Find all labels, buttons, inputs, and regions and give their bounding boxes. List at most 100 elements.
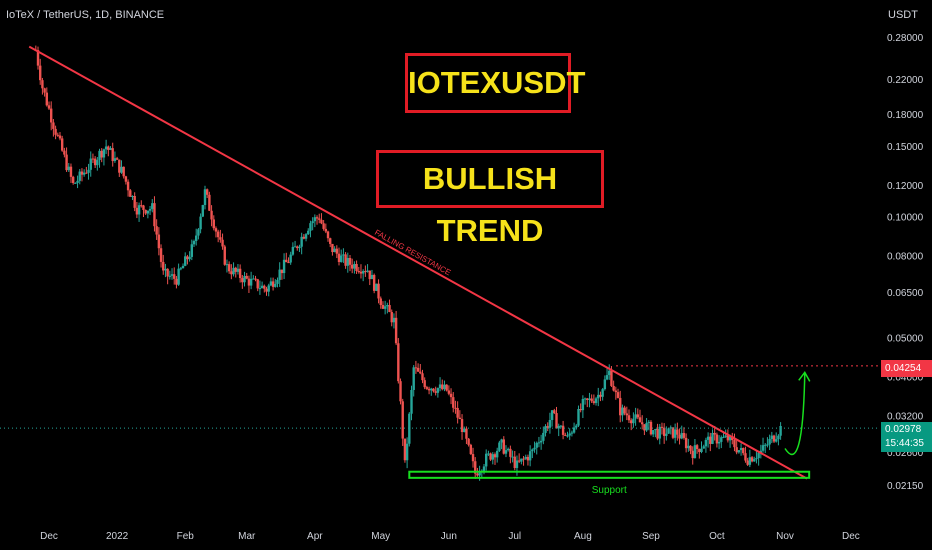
- candle-body: [98, 150, 101, 161]
- candle-body: [133, 195, 136, 208]
- date-tick-label: Apr: [307, 531, 323, 542]
- candle-body: [205, 189, 209, 195]
- candle-body: [115, 158, 119, 160]
- candle-body: [366, 270, 369, 272]
- candle-body: [676, 429, 679, 435]
- candle-body: [109, 148, 112, 150]
- date-tick-label: 2022: [106, 531, 129, 542]
- candle-body: [502, 439, 505, 454]
- candle-body: [135, 207, 139, 215]
- candle-body: [458, 417, 462, 420]
- time-axis[interactable]: Dec 2022 Feb Mar Apr May Jun Jul Aug Sep Oct Nov Dec: [40, 531, 860, 542]
- candle-body: [619, 397, 622, 416]
- candle-body: [313, 217, 317, 222]
- candle-body: [397, 343, 400, 382]
- candle-body: [335, 248, 339, 254]
- candle-body: [188, 256, 191, 260]
- candle-body: [577, 408, 580, 426]
- candle-body: [212, 219, 215, 229]
- candle-body: [243, 275, 246, 283]
- price-tick-label: 0.03200: [887, 412, 924, 423]
- candle-body: [54, 128, 57, 135]
- candle-body: [162, 261, 165, 271]
- candle-body: [709, 436, 712, 444]
- candle-body: [658, 426, 661, 439]
- candle-body: [535, 442, 538, 448]
- candle-body: [85, 172, 88, 174]
- candle-body: [148, 208, 152, 211]
- falling-resistance-line: [28, 45, 808, 480]
- candle-body: [645, 422, 648, 431]
- candle-body: [509, 448, 512, 457]
- candle-body: [236, 268, 240, 272]
- candle-body: [717, 441, 721, 444]
- candle-body: [673, 429, 677, 438]
- candle-body: [463, 428, 466, 433]
- candle-body: [285, 259, 288, 263]
- candle-body: [377, 283, 380, 299]
- candle-body: [656, 429, 659, 439]
- candle-body: [434, 391, 437, 393]
- candle-body: [230, 271, 233, 275]
- candle-body: [401, 401, 404, 439]
- symbol-info: IoTeX / TetherUS, 1D, BINANCE: [6, 9, 165, 21]
- candle-body: [467, 438, 470, 445]
- price-axis[interactable]: 0.28000 0.22000 0.18000 0.15000 0.12000 0.100…: [887, 33, 924, 492]
- candle-body: [318, 218, 321, 220]
- candle-body: [748, 457, 752, 465]
- candle-body: [39, 65, 42, 81]
- candle-body: [56, 134, 59, 136]
- candle-body: [581, 398, 585, 411]
- candle-body: [256, 279, 259, 289]
- candle-body: [755, 458, 758, 460]
- candle-body: [298, 246, 301, 249]
- candle-body: [405, 443, 409, 461]
- candle-body: [166, 268, 169, 277]
- candle-body: [307, 230, 310, 235]
- candle-body: [234, 267, 237, 272]
- candle-body: [260, 285, 264, 289]
- candle-body: [726, 435, 730, 441]
- candle-body: [184, 256, 187, 266]
- candle-body: [667, 428, 670, 434]
- price-tick-label: 0.15000: [887, 142, 924, 153]
- candle-body: [682, 433, 686, 438]
- candle-body: [636, 414, 639, 418]
- price-tick-label: 0.28000: [887, 33, 924, 44]
- candle-body: [89, 158, 92, 170]
- candle-body: [311, 221, 314, 224]
- candle-body: [41, 80, 44, 89]
- candle-body: [364, 271, 367, 273]
- candle-body: [570, 432, 574, 434]
- candle-body: [572, 427, 576, 433]
- candle-body: [603, 379, 607, 390]
- candle-body: [216, 231, 220, 238]
- price-tick-label: 0.12000: [887, 181, 924, 192]
- candle-body: [651, 430, 655, 435]
- candle-body: [715, 434, 719, 444]
- candle-body: [759, 450, 763, 453]
- bullish-projection-arrow: [784, 372, 806, 456]
- price-tick-label: 0.10000: [887, 213, 924, 224]
- candle-body: [568, 433, 571, 436]
- candle-body: [579, 408, 582, 411]
- candle-body: [669, 427, 672, 429]
- candle-body: [355, 263, 358, 272]
- candle-body: [324, 228, 328, 232]
- candle-body: [394, 317, 398, 344]
- candle-body: [252, 278, 255, 280]
- candle-body: [296, 246, 299, 249]
- candle-body: [610, 370, 613, 386]
- candle-body: [238, 268, 242, 279]
- candle-body: [278, 269, 281, 280]
- candle-body: [322, 223, 325, 229]
- candle-body: [357, 271, 360, 273]
- candle-body: [291, 246, 295, 255]
- candle-body: [254, 278, 257, 280]
- candle-body: [498, 442, 501, 451]
- candle-body: [548, 419, 552, 428]
- candle-body: [359, 271, 363, 274]
- candle-body: [528, 451, 532, 461]
